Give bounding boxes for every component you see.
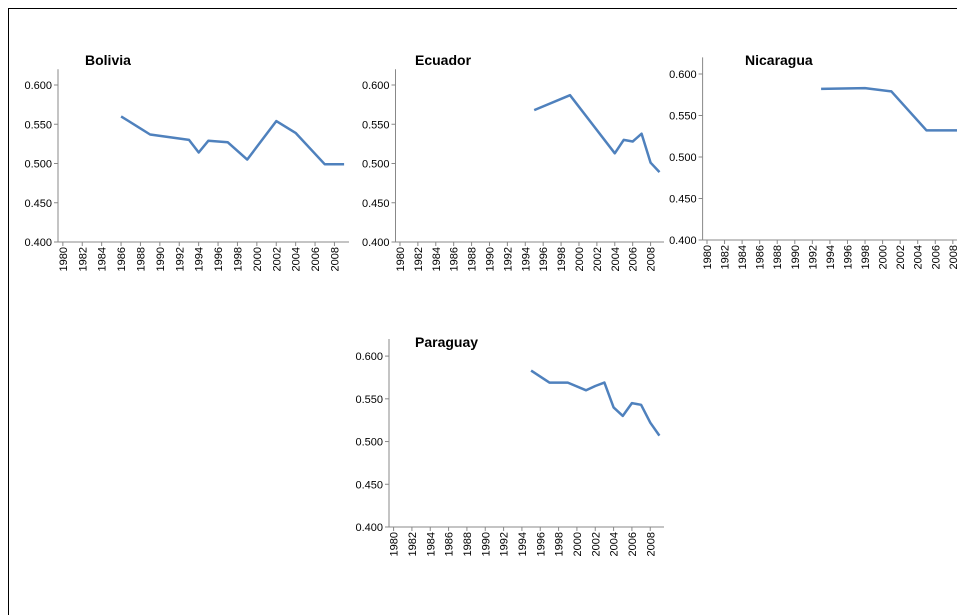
data-line: [821, 86, 957, 132]
x-tick-label: 1980: [58, 247, 70, 271]
x-tick-label: 2000: [574, 247, 586, 271]
x-tick-label: 1992: [807, 245, 819, 269]
x-tick-label: 2008: [329, 247, 341, 271]
x-tick-label: 2002: [271, 247, 283, 271]
y-tick-label: 0.400: [669, 235, 697, 247]
x-tick-label: 1984: [737, 245, 749, 269]
x-tick-label: 1982: [77, 247, 89, 271]
x-tick-label: 2000: [878, 245, 890, 269]
chart-panel: 0.400 0.450 0.500 0.550 0.600 1980 1982 1984 198…: [362, 52, 664, 271]
x-tick-label: 1986: [755, 245, 767, 269]
x-tick-label: 1988: [462, 532, 474, 556]
x-tick-label: 2004: [913, 245, 925, 269]
x-tick-label: 1998: [556, 247, 568, 271]
y-tick-label: 0.450: [24, 198, 52, 210]
chart-panel: 0.400 0.450 0.500 0.550 0.600 1980 1982 1984 198…: [355, 334, 664, 556]
y-tick-label: 0.400: [362, 237, 390, 249]
sheet-border: [8, 8, 957, 615]
y-tick-label: 0.500: [669, 152, 697, 164]
x-tick-label: 1980: [389, 532, 401, 556]
x-tick-label: 1994: [825, 245, 837, 269]
x-tick-label: 1984: [97, 247, 109, 271]
chart-title: Bolivia: [85, 52, 131, 68]
x-tick-label: 1990: [484, 247, 496, 271]
y-tick-label: 0.500: [362, 159, 390, 171]
x-tick-label: 2008: [645, 532, 657, 556]
x-tick-label: 1992: [499, 532, 511, 556]
x-tick-label: 1986: [444, 532, 456, 556]
x-tick-label: 2006: [627, 532, 639, 556]
data-line: [530, 369, 661, 437]
x-tick-label: 1994: [520, 247, 532, 271]
x-tick-label: 1996: [842, 245, 854, 269]
y-tick-label: 0.550: [355, 394, 383, 406]
y-tick-label: 0.500: [355, 437, 383, 449]
x-tick-label: 1996: [538, 247, 550, 271]
x-tick-label: 1994: [194, 247, 206, 271]
chart-title: Nicaragua: [745, 52, 813, 68]
chart-title: Paraguay: [415, 334, 478, 350]
x-tick-label: 1990: [480, 532, 492, 556]
x-tick-label: 2002: [895, 245, 907, 269]
x-tick-label: 1988: [772, 245, 784, 269]
x-tick-label: 1996: [213, 247, 225, 271]
x-tick-label: 2000: [252, 247, 264, 271]
y-tick-label: 0.450: [355, 479, 383, 491]
x-tick-label: 1986: [116, 247, 128, 271]
x-tick-label: 2006: [628, 247, 640, 271]
x-tick-label: 1992: [174, 247, 186, 271]
x-tick-label: 1998: [554, 532, 566, 556]
x-tick-label: 1996: [535, 532, 547, 556]
x-tick-label: 2008: [646, 247, 658, 271]
x-tick-label: 1980: [702, 245, 714, 269]
y-tick-label: 0.550: [669, 111, 697, 123]
x-tick-label: 2004: [291, 247, 303, 271]
x-tick-label: 1984: [431, 247, 443, 271]
y-tick-label: 0.600: [362, 80, 390, 92]
x-tick-label: 1980: [395, 247, 407, 271]
x-tick-label: 2004: [609, 532, 621, 556]
x-tick-label: 1990: [790, 245, 802, 269]
y-tick-label: 0.450: [362, 198, 390, 210]
x-tick-label: 2006: [310, 247, 322, 271]
x-tick-label: 1990: [155, 247, 167, 271]
x-tick-label: 2006: [930, 245, 942, 269]
y-tick-label: 0.400: [24, 237, 52, 249]
chart-panel: 0.400 0.450 0.500 0.550 0.600 1980 1982 1984 198…: [669, 52, 957, 269]
chart-panel: 0.400 0.450 0.500 0.550 0.600 1980 1982 1984 198…: [24, 52, 349, 271]
y-tick-label: 0.600: [669, 69, 697, 81]
x-tick-label: 1982: [413, 247, 425, 271]
x-tick-label: 1982: [407, 532, 419, 556]
x-tick-label: 1982: [720, 245, 732, 269]
y-tick-label: 0.550: [24, 119, 52, 131]
data-line: [120, 115, 345, 166]
x-tick-label: 2002: [590, 532, 602, 556]
x-tick-label: 1984: [425, 532, 437, 556]
y-tick-label: 0.400: [355, 522, 383, 534]
data-line: [533, 93, 661, 173]
x-tick-label: 1994: [517, 532, 529, 556]
x-tick-label: 1986: [449, 247, 461, 271]
x-tick-label: 2008: [948, 245, 957, 269]
chart-title: Ecuador: [415, 52, 472, 68]
y-tick-label: 0.550: [362, 119, 390, 131]
x-tick-label: 2004: [610, 247, 622, 271]
x-tick-label: 1992: [502, 247, 514, 271]
y-tick-label: 0.600: [24, 80, 52, 92]
y-tick-label: 0.500: [24, 159, 52, 171]
x-tick-label: 1988: [467, 247, 479, 271]
x-tick-label: 1998: [232, 247, 244, 271]
y-tick-label: 0.600: [355, 351, 383, 363]
x-tick-label: 1998: [860, 245, 872, 269]
y-tick-label: 0.450: [669, 194, 697, 206]
x-tick-label: 1988: [135, 247, 147, 271]
x-tick-label: 2002: [592, 247, 604, 271]
x-tick-label: 2000: [572, 532, 584, 556]
